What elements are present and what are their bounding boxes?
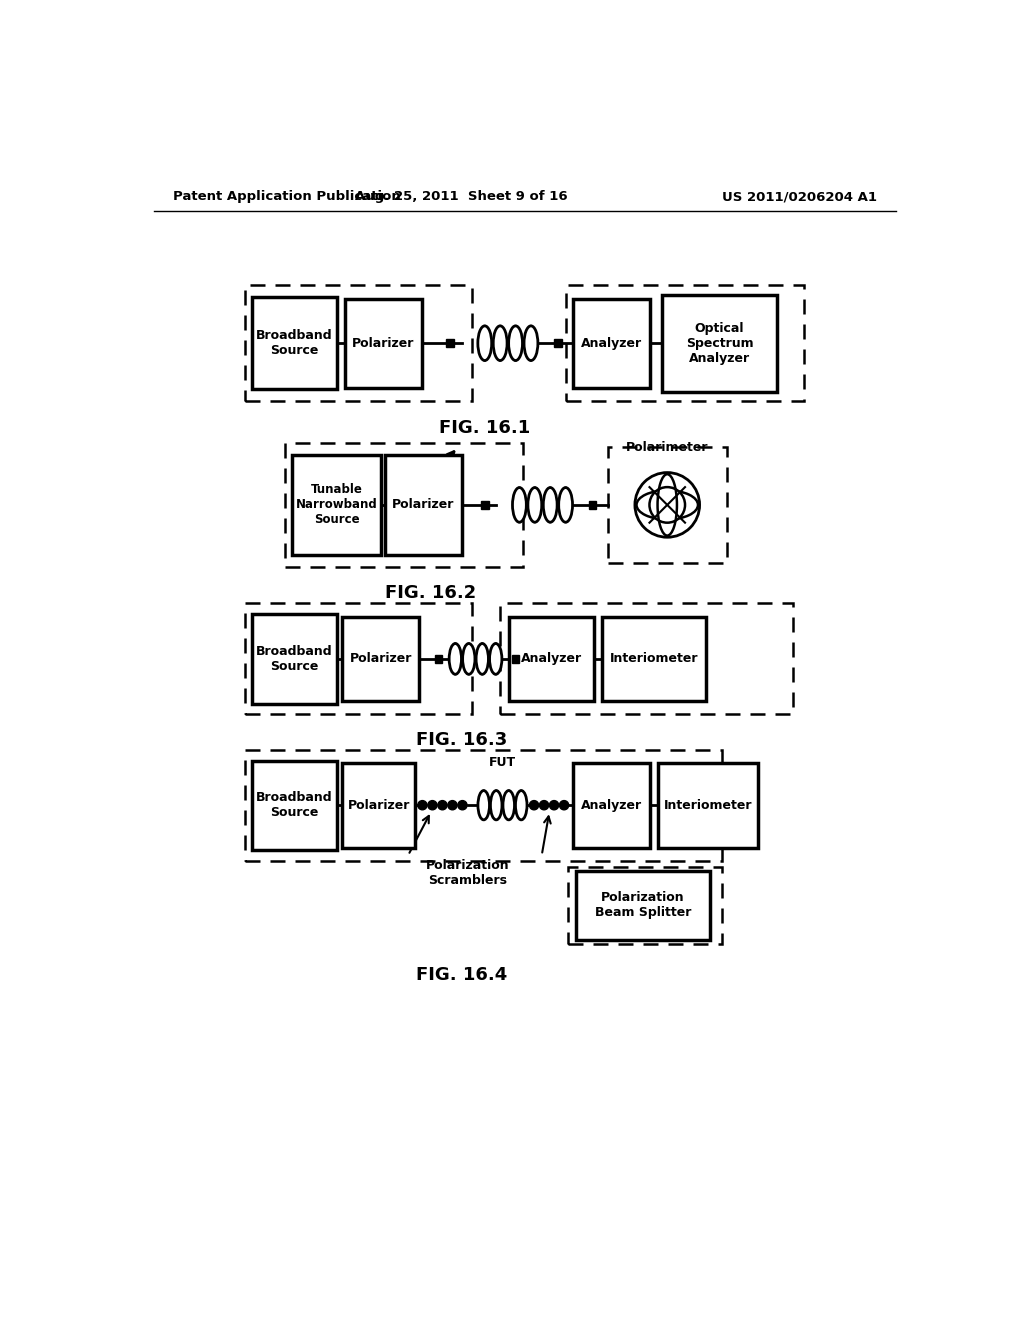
Ellipse shape [528,487,542,523]
Bar [602,616,706,701]
Circle shape [649,487,685,523]
Text: Polarimeter: Polarimeter [626,441,709,454]
Circle shape [447,800,457,810]
Circle shape [458,800,467,810]
Ellipse shape [476,644,488,675]
Text: FIG. 16.1: FIG. 16.1 [439,418,530,437]
Circle shape [418,800,427,810]
Ellipse shape [490,791,502,820]
Circle shape [540,800,549,810]
Ellipse shape [515,487,523,523]
Text: FUT: FUT [488,756,516,770]
Bar [385,455,462,554]
Ellipse shape [524,326,538,360]
Text: Polarization
Scramblers: Polarization Scramblers [425,859,509,887]
Bar [575,871,711,940]
Ellipse shape [505,791,512,820]
Text: Interiometer: Interiometer [664,799,753,812]
Ellipse shape [518,791,524,820]
Bar [568,867,722,944]
Text: Polarizer: Polarizer [392,499,455,511]
Bar [658,763,758,847]
Bar [252,760,337,850]
Bar [512,655,519,663]
Ellipse shape [509,326,522,360]
Ellipse shape [478,644,486,675]
Circle shape [428,800,437,810]
Ellipse shape [511,326,520,360]
Bar [245,285,472,401]
Bar [573,763,650,847]
Text: Polarizer: Polarizer [352,337,415,350]
Text: Aug. 25, 2011  Sheet 9 of 16: Aug. 25, 2011 Sheet 9 of 16 [355,190,568,203]
Bar [509,616,594,701]
Ellipse shape [478,791,489,820]
Ellipse shape [465,644,472,675]
Ellipse shape [496,326,504,360]
Ellipse shape [526,326,536,360]
Ellipse shape [489,644,502,675]
Circle shape [550,800,559,810]
Circle shape [635,473,699,537]
Ellipse shape [480,326,488,360]
Text: FIG. 16.4: FIG. 16.4 [416,966,507,983]
Bar [245,750,722,861]
Ellipse shape [463,644,475,675]
Circle shape [438,800,447,810]
Ellipse shape [452,644,459,675]
Text: Polarizer: Polarizer [349,652,412,665]
Bar [252,297,337,389]
Bar [662,294,777,392]
Bar [285,444,523,566]
Text: Analyzer: Analyzer [582,799,642,812]
Ellipse shape [480,791,487,820]
Text: US 2011/0206204 A1: US 2011/0206204 A1 [723,190,878,203]
Text: FIG. 16.2: FIG. 16.2 [385,585,476,602]
Bar [446,339,454,347]
Ellipse shape [503,791,514,820]
Bar [565,285,804,401]
Bar [245,603,472,714]
Ellipse shape [493,791,500,820]
Ellipse shape [478,326,492,360]
Text: Analyzer: Analyzer [521,652,583,665]
Bar [435,655,442,663]
Ellipse shape [515,791,527,820]
Bar [252,614,337,704]
Text: Polarization
Beam Splitter: Polarization Beam Splitter [595,891,691,919]
Circle shape [529,800,539,810]
Bar [342,616,419,701]
Text: Broadband
Source: Broadband Source [256,791,333,820]
Text: FIG. 16.3: FIG. 16.3 [416,731,507,748]
Bar [342,763,416,847]
Text: Broadband
Source: Broadband Source [256,645,333,673]
Ellipse shape [512,487,526,523]
Ellipse shape [450,644,462,675]
Ellipse shape [544,487,557,523]
Ellipse shape [546,487,554,523]
Bar [292,455,381,554]
Bar [573,298,650,388]
Circle shape [559,800,568,810]
Text: Interiometer: Interiometer [609,652,698,665]
Ellipse shape [493,644,500,675]
Text: Patent Application Publication: Patent Application Publication [173,190,400,203]
Text: Polarizer: Polarizer [348,799,410,812]
Bar [554,339,562,347]
Ellipse shape [559,487,572,523]
Text: Optical
Spectrum
Analyzer: Optical Spectrum Analyzer [686,322,754,364]
Bar [500,603,793,714]
Ellipse shape [561,487,569,523]
Ellipse shape [530,487,539,523]
Text: Tunable
Narrowband
Source: Tunable Narrowband Source [296,483,378,527]
Text: Analyzer: Analyzer [582,337,642,350]
Bar [481,502,488,508]
Ellipse shape [494,326,507,360]
Bar [589,502,596,508]
Text: Broadband
Source: Broadband Source [256,329,333,358]
Bar [345,298,422,388]
Bar [608,447,727,562]
